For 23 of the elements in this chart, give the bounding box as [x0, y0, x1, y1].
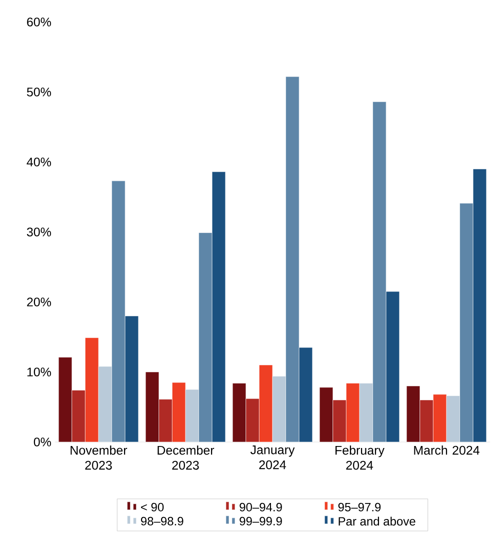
x-tick-label: March 2024: [414, 446, 480, 455]
bar: [446, 396, 460, 442]
x-tick-label: November 2023: [70, 446, 128, 470]
legend-label: < 90: [141, 502, 164, 512]
y-tick-label: 20%: [27, 298, 52, 306]
legend-label: 95–97.9: [338, 502, 381, 512]
y-tick-label: 30%: [26, 228, 52, 236]
y-tick-label: 0%: [34, 438, 52, 446]
x-tick-label: December 2023: [158, 446, 214, 470]
bar: [98, 366, 112, 442]
legend-label: Par and above: [338, 516, 416, 526]
bar: [359, 383, 373, 442]
legend-label: 90–94.9: [240, 502, 282, 512]
x-tick-label: February 2024: [336, 446, 384, 470]
legend-label: 99–99.9: [240, 516, 282, 526]
bar: [185, 389, 199, 442]
bar: [272, 376, 286, 442]
x-tick-label: January 2024: [250, 446, 295, 470]
y-tick-label: 60%: [27, 18, 52, 26]
y-tick-label: 50%: [26, 88, 52, 96]
y-tick-label: 10%: [27, 368, 52, 376]
legend-label: 98–98.9: [141, 516, 184, 526]
y-tick-label: 40%: [26, 158, 52, 166]
